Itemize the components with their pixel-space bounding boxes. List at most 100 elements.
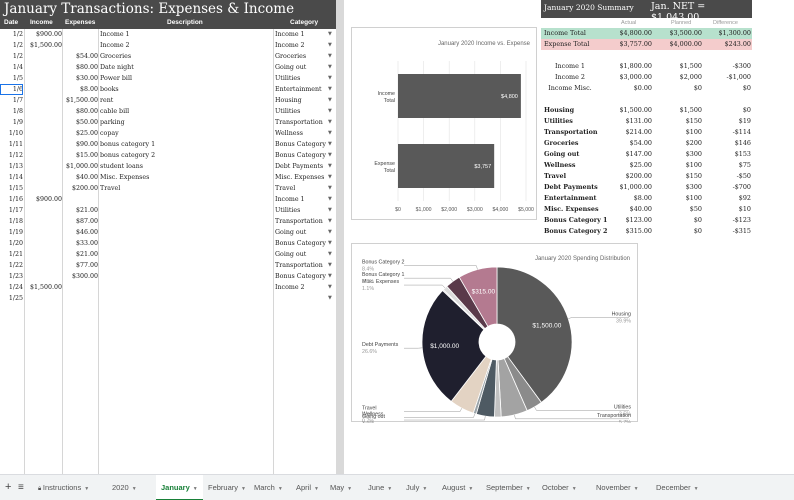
category-dropdown-icon[interactable]: ▼ <box>328 196 332 202</box>
tab-menu-chevron-icon[interactable]: ▼ <box>633 486 639 492</box>
category-cell[interactable]: Entertainment <box>275 86 322 93</box>
expense-cell[interactable]: $200.00 <box>71 185 98 192</box>
category-dropdown-icon[interactable]: ▼ <box>328 163 332 169</box>
expense-cell[interactable]: $25.00 <box>75 130 98 137</box>
category-dropdown-icon[interactable]: ▼ <box>328 97 332 103</box>
category-dropdown-icon[interactable]: ▼ <box>328 229 332 235</box>
sheet-tab-november[interactable]: November ▼ <box>596 480 639 495</box>
expense-cell[interactable]: $80.00 <box>75 64 98 71</box>
sheet-tab-april[interactable]: April ▼ <box>296 480 319 495</box>
category-dropdown-icon[interactable]: ▼ <box>328 130 332 136</box>
expense-cell[interactable]: $21.00 <box>75 207 98 214</box>
tab-menu-chevron-icon[interactable]: ▼ <box>525 486 531 492</box>
income-cell[interactable]: $900.00 <box>35 31 62 38</box>
sheet-tab-2020[interactable]: 2020 ▼ <box>112 480 137 495</box>
description-cell[interactable]: bonus category 2 <box>100 152 156 159</box>
category-cell[interactable]: Transportation <box>275 218 323 225</box>
category-cell[interactable]: Utilities <box>275 108 301 115</box>
tab-menu-chevron-icon[interactable]: ▼ <box>241 486 246 492</box>
category-dropdown-icon[interactable]: ▼ <box>328 251 332 257</box>
expense-cell[interactable]: $33.00 <box>75 240 98 247</box>
category-cell[interactable]: Utilities <box>275 75 301 82</box>
expense-cell[interactable]: $8.00 <box>79 86 98 93</box>
category-dropdown-icon[interactable]: ▼ <box>328 174 332 180</box>
sheet-tab-instructions[interactable]: 🔒︎ Instructions ▼ <box>38 480 89 495</box>
tab-menu-chevron-icon[interactable]: ▼ <box>131 486 137 492</box>
category-dropdown-icon[interactable]: ▼ <box>328 207 332 213</box>
description-cell[interactable]: Travel <box>100 185 121 192</box>
description-cell[interactable]: parking <box>100 119 125 126</box>
tab-menu-chevron-icon[interactable]: ▼ <box>347 486 353 492</box>
category-cell[interactable]: Transportation <box>275 119 323 126</box>
category-cell[interactable]: Housing <box>275 97 302 104</box>
sheet-tab-october[interactable]: October ▼ <box>542 480 577 495</box>
category-cell[interactable]: Bonus Category <box>275 240 326 247</box>
expense-cell[interactable]: $54.00 <box>75 53 98 60</box>
spending-distribution-chart[interactable]: January 2020 Spending Distribution $1,500… <box>351 243 638 427</box>
category-dropdown-icon[interactable]: ▼ <box>328 53 332 59</box>
expense-cell[interactable]: $50.00 <box>75 119 98 126</box>
category-cell[interactable]: Income 1 <box>275 196 305 203</box>
sheet-tab-august[interactable]: August ▼ <box>442 480 473 495</box>
all-sheets-menu-button[interactable]: ≡ <box>18 482 24 493</box>
income-expense-chart[interactable]: January 2020 Income vs. Expense $0 $1,000 $… <box>351 27 537 220</box>
category-cell[interactable]: Income 2 <box>275 42 305 49</box>
expense-cell[interactable]: $46.00 <box>75 229 98 236</box>
sheet-tab-june[interactable]: June ▼ <box>368 480 392 495</box>
category-cell[interactable]: Bonus Category <box>275 141 326 148</box>
add-sheet-button[interactable]: + <box>5 481 12 493</box>
category-cell[interactable]: Groceries <box>275 53 307 60</box>
category-dropdown-icon[interactable]: ▼ <box>328 152 332 158</box>
description-cell[interactable]: Income 1 <box>100 31 130 38</box>
category-dropdown-icon[interactable]: ▼ <box>328 42 332 48</box>
description-cell[interactable]: student loans <box>100 163 144 170</box>
description-cell[interactable]: Groceries <box>100 53 132 60</box>
category-cell[interactable]: Debt Payments <box>275 163 324 170</box>
sheet-tab-december[interactable]: December ▼ <box>656 480 699 495</box>
expense-cell[interactable]: $80.00 <box>75 108 98 115</box>
expense-cell[interactable]: $300.00 <box>71 273 98 280</box>
category-dropdown-icon[interactable]: ▼ <box>328 273 332 279</box>
sheet-tab-may[interactable]: May ▼ <box>330 480 352 495</box>
tab-menu-chevron-icon[interactable]: ▼ <box>387 486 393 492</box>
category-dropdown-icon[interactable]: ▼ <box>328 218 332 224</box>
category-cell[interactable]: Going out <box>275 64 307 71</box>
category-cell[interactable]: Going out <box>275 229 307 236</box>
category-dropdown-icon[interactable]: ▼ <box>328 86 332 92</box>
expense-cell[interactable]: $77.00 <box>75 262 98 269</box>
category-dropdown-icon[interactable]: ▼ <box>328 141 332 147</box>
sheet-tab-february[interactable]: February ▼ <box>208 480 246 495</box>
expense-cell[interactable]: $1,000.00 <box>65 163 98 170</box>
description-cell[interactable]: Income 2 <box>100 42 130 49</box>
expense-cell[interactable]: $15.00 <box>75 152 98 159</box>
income-cell[interactable]: $900.00 <box>35 196 62 203</box>
description-cell[interactable]: copay <box>100 130 119 137</box>
category-dropdown-icon[interactable]: ▼ <box>328 295 332 301</box>
category-cell[interactable]: Misc. Expenses <box>275 174 325 181</box>
description-cell[interactable]: bonus category 1 <box>100 141 156 148</box>
tab-menu-chevron-icon[interactable]: ▼ <box>571 486 577 492</box>
income-cell[interactable]: $1,500.00 <box>29 284 62 291</box>
tab-menu-chevron-icon[interactable]: ▼ <box>192 486 198 492</box>
description-cell[interactable]: Power bill <box>100 75 132 82</box>
category-dropdown-icon[interactable]: ▼ <box>328 75 332 81</box>
category-dropdown-icon[interactable]: ▼ <box>328 284 332 290</box>
sheet-tab-july[interactable]: July ▼ <box>406 480 427 495</box>
sheet-tab-march[interactable]: March ▼ <box>254 480 283 495</box>
category-dropdown-icon[interactable]: ▼ <box>328 119 332 125</box>
description-cell[interactable]: cable bill <box>100 108 130 115</box>
tab-menu-chevron-icon[interactable]: ▼ <box>84 486 90 492</box>
income-cell[interactable]: $1,500.00 <box>29 42 62 49</box>
category-dropdown-icon[interactable]: ▼ <box>328 64 332 70</box>
expense-cell[interactable]: $90.00 <box>75 141 98 148</box>
category-dropdown-icon[interactable]: ▼ <box>328 262 332 268</box>
pane-divider[interactable] <box>336 0 344 474</box>
category-dropdown-icon[interactable]: ▼ <box>328 185 332 191</box>
tab-menu-chevron-icon[interactable]: ▼ <box>468 486 474 492</box>
description-cell[interactable]: books <box>100 86 119 93</box>
category-cell[interactable]: Travel <box>275 185 296 192</box>
expense-cell[interactable]: $40.00 <box>75 174 98 181</box>
tab-menu-chevron-icon[interactable]: ▼ <box>314 486 319 492</box>
category-cell[interactable]: Wellness <box>275 130 303 137</box>
sheet-tab-january[interactable]: January ▼ <box>156 475 203 500</box>
